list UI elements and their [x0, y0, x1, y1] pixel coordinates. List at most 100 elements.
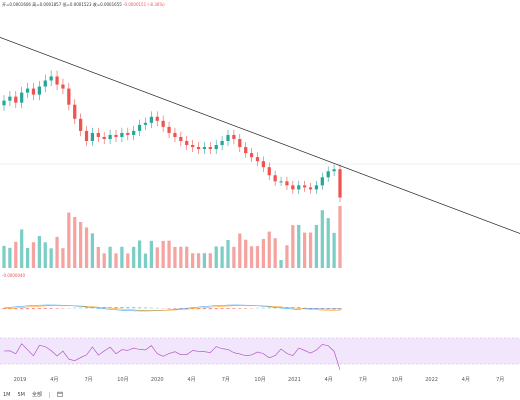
x-tick-label: 7月 — [359, 377, 367, 383]
candle-body — [308, 187, 313, 190]
volume-bar — [285, 245, 289, 268]
volume-bar — [320, 210, 324, 268]
rsi-group — [3, 343, 341, 370]
rsi-line — [3, 343, 341, 370]
candle-body — [326, 171, 330, 178]
macd-value-label: -0.0000040 — [2, 273, 26, 278]
macd-histogram-bar — [25, 308, 30, 310]
volume-bar — [173, 246, 177, 268]
range-1m-button[interactable]: 1M — [3, 391, 11, 398]
candle-body — [137, 124, 142, 131]
macd-histogram-bar — [261, 307, 265, 309]
rsi-band — [0, 338, 520, 364]
candle-body — [8, 96, 12, 101]
candle-body — [220, 141, 224, 146]
change-value: -0.0000151 (-8.36%) — [123, 2, 165, 7]
volume-bar — [279, 260, 283, 268]
macd-histogram-bar — [297, 307, 301, 309]
candle-body — [255, 157, 260, 162]
macd-histogram-bar — [226, 308, 230, 310]
x-tick-label: 7月 — [85, 377, 93, 383]
macd-histogram-bar — [96, 307, 100, 309]
volume-bar — [108, 246, 112, 268]
open-value: 开=0.0001606 — [2, 2, 31, 7]
macd-histogram-bar — [31, 308, 36, 310]
macd-histogram-bar — [202, 308, 207, 310]
macd-histogram-bar — [120, 307, 124, 309]
volume-bar — [137, 240, 142, 268]
volume-bar — [261, 239, 265, 268]
candle-body — [114, 134, 118, 137]
macd-histogram-bar — [37, 308, 41, 310]
candle-body — [96, 132, 100, 137]
macd-histogram-bar — [214, 308, 218, 310]
macd-histogram-bar — [137, 307, 142, 309]
candle-body — [273, 175, 277, 182]
candle-body — [208, 147, 212, 150]
candle-body — [55, 76, 59, 85]
candle-body — [214, 145, 218, 150]
volume-bar — [120, 246, 124, 268]
rsi-panel — [0, 337, 520, 365]
macd-histogram-bar — [273, 307, 277, 309]
macd-histogram-bar — [108, 307, 112, 309]
volume-bar — [14, 241, 18, 268]
macd-histogram-bar — [303, 308, 307, 309]
candle-body — [167, 126, 171, 133]
macd-histogram-bar — [49, 308, 53, 309]
macd-histogram-bar — [220, 308, 224, 310]
candle-body — [43, 80, 47, 87]
candle-body — [49, 76, 53, 81]
volume-bar — [161, 240, 165, 268]
candle-body — [297, 185, 301, 190]
low-value: 低=0.0001523 — [62, 2, 92, 7]
candle-body — [173, 132, 177, 137]
volume-bar — [249, 246, 254, 268]
x-tick-label: 2022 — [425, 377, 438, 383]
volume-bar — [49, 248, 53, 268]
volume-bar — [314, 224, 319, 268]
macd-histogram-bar — [232, 308, 236, 309]
candle-body — [143, 122, 148, 125]
signal-line — [3, 305, 341, 311]
candle-body — [338, 169, 342, 198]
volume-bar — [143, 253, 148, 268]
volume-bar — [8, 247, 12, 268]
macd-histogram-bar — [149, 307, 153, 309]
macd-histogram-bar — [267, 307, 271, 309]
macd-line — [3, 304, 341, 312]
macd-histogram-bar — [326, 308, 330, 310]
candle-body — [279, 181, 283, 183]
range-5m-button[interactable]: 5M — [17, 391, 26, 398]
volume-bar — [238, 233, 242, 268]
volume-bar — [291, 225, 295, 268]
close-value: 收=0.0001655 — [92, 2, 122, 7]
candle-body — [226, 134, 230, 141]
trendline[interactable] — [0, 36, 520, 242]
volume-bar — [326, 218, 330, 268]
calendar-icon[interactable] — [57, 391, 63, 399]
high-value: 高=0.0001857 — [32, 2, 62, 7]
x-tick-label: 10月 — [392, 377, 403, 383]
volume-bar — [232, 246, 236, 268]
volume-bar — [179, 246, 183, 268]
volume-bar — [79, 221, 83, 268]
volume-bar — [73, 217, 77, 268]
x-tick-label: 4月 — [187, 377, 195, 383]
volume-bar — [220, 246, 224, 268]
volume-bar — [132, 246, 136, 268]
candle-body — [149, 116, 153, 123]
volume-bar — [214, 246, 218, 268]
candle-body — [120, 132, 124, 137]
candle-body — [267, 167, 271, 176]
volume-bar — [84, 227, 89, 268]
volume-bar — [126, 253, 130, 268]
candle-body — [90, 132, 95, 141]
volume-bar — [2, 245, 6, 268]
range-all-button[interactable]: 全部 — [32, 392, 43, 398]
volume-bar — [303, 232, 307, 268]
candle-body — [20, 92, 24, 103]
candle-body — [126, 132, 130, 135]
candle-body — [285, 181, 289, 186]
